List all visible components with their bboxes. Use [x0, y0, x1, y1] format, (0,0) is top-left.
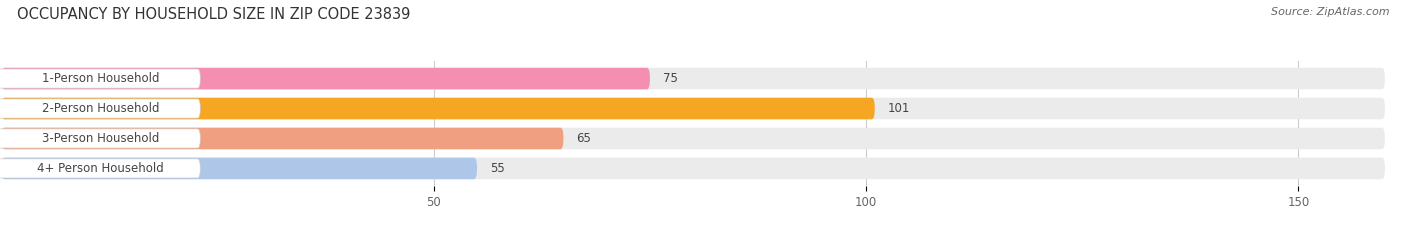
Text: 3-Person Household: 3-Person Household: [42, 132, 159, 145]
FancyBboxPatch shape: [0, 99, 200, 118]
FancyBboxPatch shape: [1, 68, 1385, 89]
Text: 101: 101: [887, 102, 910, 115]
FancyBboxPatch shape: [1, 68, 650, 89]
Text: OCCUPANCY BY HOUSEHOLD SIZE IN ZIP CODE 23839: OCCUPANCY BY HOUSEHOLD SIZE IN ZIP CODE …: [17, 7, 411, 22]
Text: 4+ Person Household: 4+ Person Household: [38, 162, 165, 175]
FancyBboxPatch shape: [1, 158, 1385, 179]
Text: 2-Person Household: 2-Person Household: [42, 102, 160, 115]
FancyBboxPatch shape: [1, 98, 1385, 119]
FancyBboxPatch shape: [1, 158, 477, 179]
FancyBboxPatch shape: [0, 69, 200, 88]
FancyBboxPatch shape: [1, 128, 1385, 149]
FancyBboxPatch shape: [0, 129, 200, 148]
Text: 65: 65: [576, 132, 592, 145]
FancyBboxPatch shape: [1, 128, 564, 149]
Text: Source: ZipAtlas.com: Source: ZipAtlas.com: [1271, 7, 1389, 17]
Text: 55: 55: [489, 162, 505, 175]
Text: 75: 75: [662, 72, 678, 85]
Text: 1-Person Household: 1-Person Household: [42, 72, 160, 85]
FancyBboxPatch shape: [0, 159, 200, 178]
FancyBboxPatch shape: [1, 98, 875, 119]
